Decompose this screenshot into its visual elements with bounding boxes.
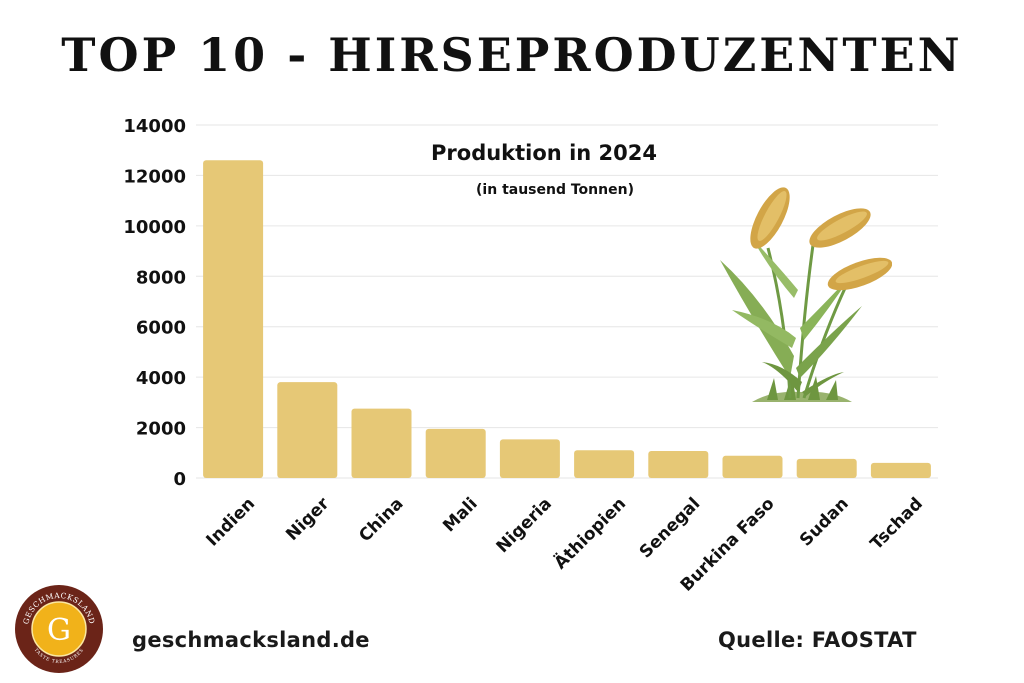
x-tick-label: Indien [203, 494, 260, 551]
footer-source: Quelle: FAOSTAT [718, 628, 917, 652]
logo: G GESCHMACKSLAND TASTE TREASURES [15, 585, 103, 673]
bar-mali [425, 428, 486, 478]
bar-niger [277, 382, 338, 478]
chart-subtitle: (in tausend Tonnen) [476, 182, 634, 198]
y-tick-label: 12000 [123, 166, 186, 187]
y-tick-label: 10000 [123, 217, 186, 238]
x-tick-label: Mali [439, 494, 481, 536]
x-tick-label: China [355, 494, 407, 546]
y-tick-label: 14000 [123, 116, 186, 137]
y-tick-label: 0 [173, 469, 186, 490]
y-tick-label: 4000 [136, 368, 186, 389]
y-tick-label: 2000 [136, 419, 186, 440]
bar-äthiopien [574, 450, 635, 478]
x-tick-label: Senegal [636, 494, 705, 563]
x-tick-label: Tschad [867, 494, 927, 554]
bar-indien [203, 160, 264, 479]
y-tick-label: 8000 [136, 267, 186, 288]
bar-china [351, 408, 412, 478]
bars [203, 160, 931, 479]
chart-title: Produktion in 2024 [431, 141, 657, 165]
footer-website: geschmacksland.de [132, 628, 370, 652]
main-title: TOP 10 - HIRSEPRODUZENTEN [61, 28, 963, 82]
x-tick-label: Nigeria [493, 494, 556, 557]
bar-senegal [648, 451, 709, 478]
x-tick-label: Äthiopien [549, 492, 630, 573]
bar-tschad [870, 462, 931, 478]
x-tick-label: Niger [282, 493, 333, 544]
x-tick-label: Sudan [796, 494, 853, 551]
logo-letter: G [47, 613, 71, 648]
y-tick-label: 6000 [136, 318, 186, 339]
bar-sudan [796, 458, 857, 478]
millet-plant-icon [720, 187, 892, 402]
y-axis-tick-labels: 0 2000 4000 6000 8000 10000 12000 14000 [123, 116, 186, 490]
bar-burkina-faso [722, 455, 783, 478]
bar-nigeria [499, 439, 560, 478]
